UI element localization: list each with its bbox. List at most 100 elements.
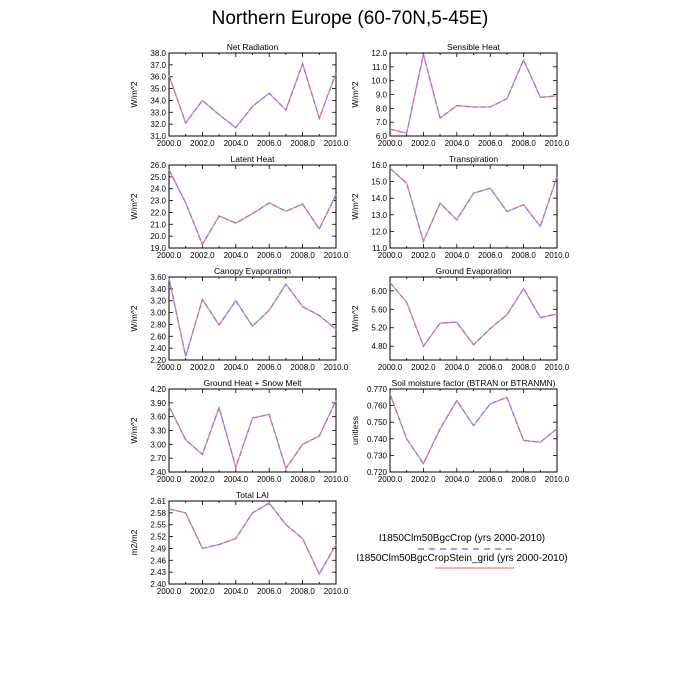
panel-title: Ground Evaporation	[435, 266, 511, 276]
y-tick-label: 5.60	[371, 305, 387, 314]
series-line-bgccrop	[168, 169, 337, 246]
x-tick-label: 2006.0	[478, 139, 503, 148]
x-tick-label: 2004.0	[445, 139, 470, 148]
x-tick-label: 2000.0	[378, 363, 403, 372]
x-tick-label: 2006.0	[257, 363, 282, 372]
panels-group: Net Radiation W/m^2 2000.0 2002.0 2004.0 2006…	[129, 42, 570, 596]
x-tick-label: 2002.0	[190, 475, 215, 484]
y-axis-label: W/m^2	[350, 81, 360, 107]
x-tick-label: 2000.0	[157, 363, 182, 372]
y-tick-label: 2.60	[150, 332, 166, 341]
y-axis-label: W/m^2	[129, 193, 139, 219]
panel-8: Soil moisture factor (BTRAN or BTRANMN) u…	[350, 378, 570, 484]
plot-frame	[389, 276, 558, 361]
y-tick-label: 2.61	[150, 497, 166, 506]
x-tick-label: 2002.0	[190, 363, 215, 372]
panel-title: Sensible Heat	[447, 42, 501, 52]
y-tick-label: 2.58	[150, 509, 166, 518]
x-tick-label: 2010.0	[324, 587, 349, 596]
legend-entry-1: I1850Clm50BgcCrop (yrs 2000-2010)	[379, 533, 545, 544]
y-tick-label: 36.0	[150, 73, 166, 82]
panel-title: Total LAI	[236, 490, 269, 500]
series-line-stein-grid	[389, 282, 558, 348]
x-tick-label: 2004.0	[224, 475, 249, 484]
series-line-stein-grid	[389, 393, 558, 466]
x-tick-label: 2006.0	[478, 251, 503, 260]
y-tick-label: 10.0	[371, 77, 387, 86]
x-tick-label: 2010.0	[324, 475, 349, 484]
x-tick-label: 2010.0	[545, 475, 570, 484]
y-tick-label: 2.40	[150, 468, 166, 477]
x-tick-label: 2010.0	[324, 363, 349, 372]
y-tick-label: 22.0	[150, 208, 166, 217]
x-tick-label: 2002.0	[411, 363, 436, 372]
series-line-bgccrop	[168, 502, 337, 576]
series-line-bgccrop	[389, 54, 558, 134]
x-tick-label: 2006.0	[478, 363, 503, 372]
panel-4: Transpiration W/m^2 2000.0 2002.0 2004.0 2006…	[350, 154, 570, 260]
x-tick-label: 2002.0	[411, 475, 436, 484]
series-line-stein-grid	[389, 167, 558, 244]
panel-title: Latent Heat	[231, 154, 276, 164]
legend-entry-2: I1850Clm50BgcCropStein_grid (yrs 2000-20…	[356, 553, 567, 564]
y-tick-label: 3.00	[150, 440, 166, 449]
panel-title: Soil moisture factor (BTRAN or BTRANMN)	[392, 378, 556, 388]
x-tick-label: 2002.0	[190, 139, 215, 148]
x-tick-label: 2000.0	[157, 587, 182, 596]
y-tick-label: 3.40	[150, 285, 166, 294]
y-tick-label: 4.20	[150, 385, 166, 394]
x-tick-label: 2010.0	[324, 251, 349, 260]
x-tick-label: 2008.0	[511, 475, 536, 484]
y-tick-label: 2.52	[150, 533, 166, 542]
x-tick-label: 2006.0	[257, 251, 282, 260]
x-tick-label: 2008.0	[290, 475, 315, 484]
y-tick-label: 2.40	[150, 344, 166, 353]
y-tick-label: 7.0	[376, 118, 388, 127]
y-tick-label: 14.0	[371, 194, 387, 203]
x-tick-label: 2004.0	[224, 139, 249, 148]
y-tick-label: 34.0	[150, 96, 166, 105]
y-tick-label: 9.0	[376, 91, 388, 100]
x-tick-label: 2010.0	[545, 139, 570, 148]
x-tick-label: 2000.0	[157, 139, 182, 148]
y-axis-label: W/m^2	[129, 305, 139, 331]
x-tick-label: 2006.0	[257, 139, 282, 148]
series-line-stein-grid	[168, 61, 337, 129]
y-tick-label: 0.770	[367, 385, 388, 394]
x-tick-label: 2006.0	[257, 587, 282, 596]
y-tick-label: 2.43	[150, 568, 166, 577]
y-tick-label: 13.0	[371, 211, 387, 220]
y-tick-label: 3.60	[150, 273, 166, 282]
y-tick-label: 37.0	[150, 61, 166, 70]
x-tick-label: 2004.0	[224, 363, 249, 372]
x-tick-label: 2000.0	[378, 139, 403, 148]
panel-5: Canopy Evaporation W/m^2 2000.0 2002.0 2004.…	[129, 266, 349, 372]
y-tick-label: 12.0	[371, 49, 387, 58]
series-line-bgccrop	[389, 393, 558, 466]
y-tick-label: 11.0	[372, 63, 388, 72]
x-tick-label: 2008.0	[511, 251, 536, 260]
panel-9: Total LAI m2/m2 2000.0 2002.0 2004.0 2006.0 20…	[129, 490, 349, 596]
x-tick-label: 2002.0	[190, 587, 215, 596]
y-tick-label: 2.46	[150, 556, 166, 565]
y-axis-label: W/m^2	[350, 305, 360, 331]
series-line-bgccrop	[389, 167, 558, 244]
y-tick-label: 6.00	[371, 287, 387, 296]
y-tick-label: 2.40	[150, 580, 166, 589]
x-tick-label: 2008.0	[290, 251, 315, 260]
y-tick-label: 2.70	[150, 454, 166, 463]
y-tick-label: 11.0	[372, 244, 388, 253]
plot-frame	[168, 52, 337, 137]
y-tick-label: 2.80	[150, 320, 166, 329]
panel-3: Latent Heat W/m^2 2000.0 2002.0 2004.0 2006.0…	[129, 154, 349, 260]
panel-7: Ground Heat + Snow Melt W/m^2 2000.0 2002.0…	[129, 378, 349, 484]
y-tick-label: 21.0	[150, 220, 166, 229]
y-tick-label: 2.20	[150, 356, 166, 365]
plot-frame	[389, 388, 558, 473]
y-tick-label: 0.750	[367, 418, 388, 427]
x-tick-label: 2002.0	[411, 251, 436, 260]
y-tick-label: 3.20	[150, 297, 166, 306]
series-line-stein-grid	[168, 169, 337, 246]
panel-6: Ground Evaporation W/m^2 2000.0 2002.0 2004.…	[350, 266, 570, 372]
